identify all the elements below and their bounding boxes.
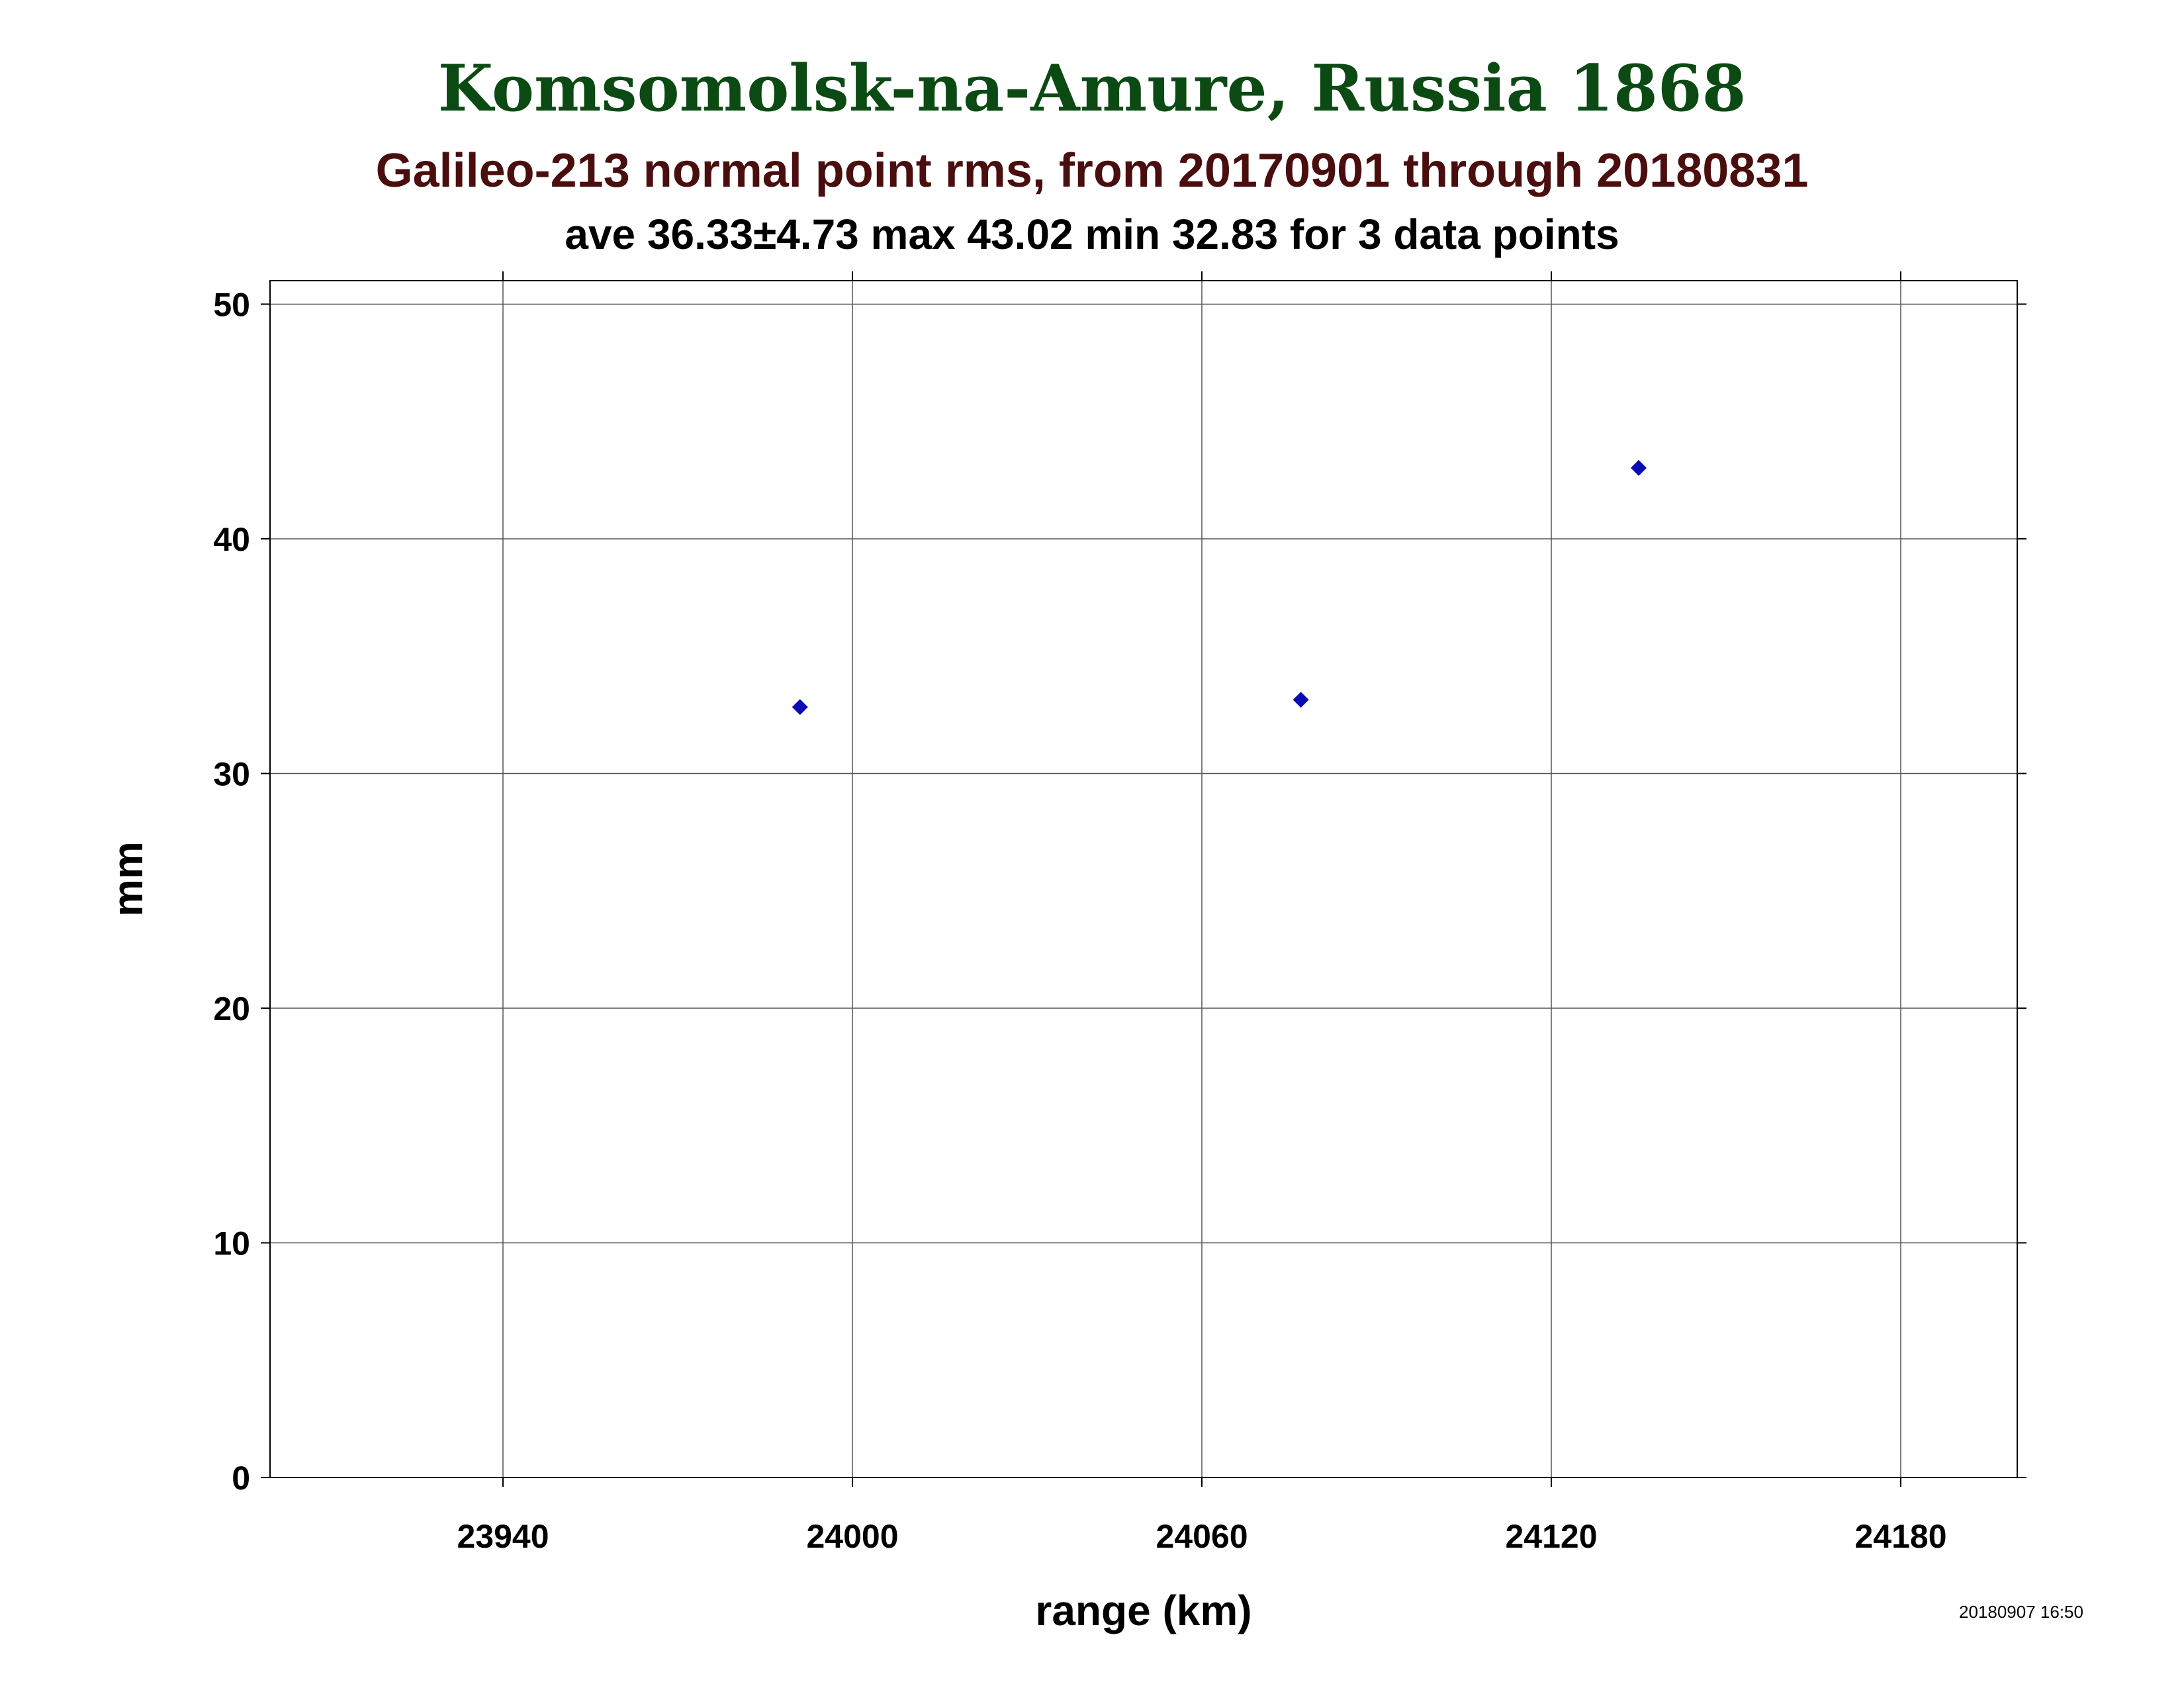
data-point (1631, 459, 1647, 476)
stats-line: ave 36.33±4.73 max 43.02 min 32.83 for 3… (565, 211, 1619, 258)
x-tick-label: 24120 (1505, 1518, 1597, 1555)
x-tick-label: 24060 (1156, 1518, 1248, 1555)
y-tick-label: 50 (213, 286, 250, 323)
x-tick-labels: 23940 24000 24060 24120 24180 (457, 1518, 1946, 1555)
plot-frame (269, 280, 2018, 1478)
chart-title: Komsomolsk-na-Amure, Russia 1868 (437, 51, 1747, 126)
x-tick-label: 23940 (457, 1518, 549, 1555)
x-tick-label: 24000 (806, 1518, 898, 1555)
data-point (792, 699, 808, 716)
y-tick-label: 30 (213, 755, 250, 792)
grid-lines (270, 281, 2017, 1478)
y-tick-label: 20 (213, 990, 250, 1027)
y-tick-labels: 0 10 20 30 40 50 (213, 286, 250, 1497)
y-tick-label: 40 (213, 521, 250, 558)
timestamp: 20180907 16:50 (1959, 1602, 2083, 1622)
y-tick-label: 10 (213, 1225, 250, 1262)
y-axis-label: mm (104, 841, 152, 917)
data-points (792, 459, 1647, 716)
axis-ticks (261, 271, 2026, 1487)
y-tick-label: 0 (232, 1460, 250, 1497)
x-axis-label: range (km) (1035, 1587, 1251, 1634)
x-tick-label: 24180 (1854, 1518, 1946, 1555)
chart-subtitle: Galileo-213 normal point rms, from 20170… (375, 144, 1809, 197)
data-point (1293, 692, 1309, 708)
